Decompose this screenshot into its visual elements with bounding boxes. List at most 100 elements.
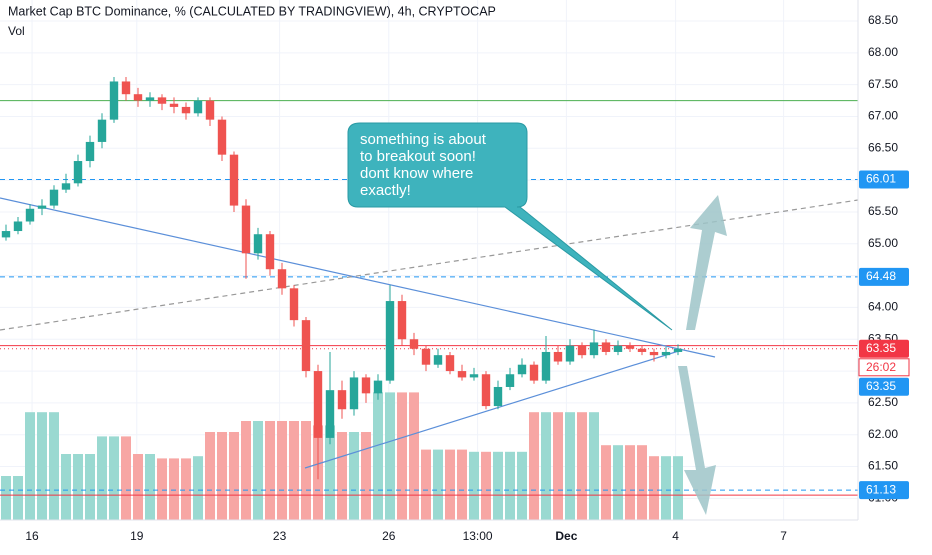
candle-body	[289, 288, 299, 321]
candle-body	[133, 94, 143, 101]
price-badge-label: 61.13	[866, 482, 896, 496]
candle-body	[157, 97, 167, 104]
candle-body	[37, 205, 47, 209]
volume-bar	[277, 421, 287, 520]
candle-body	[625, 345, 635, 349]
candle-body	[313, 371, 323, 438]
x-tick-label: 23	[273, 529, 287, 543]
volume-bar	[181, 458, 191, 520]
candle-body	[673, 348, 683, 352]
volume-bar	[25, 412, 35, 520]
candle-body	[1, 231, 11, 238]
x-tick-label: Dec	[555, 529, 577, 543]
volume-bar	[97, 436, 107, 520]
candle-body	[85, 141, 95, 162]
axes: 61.0061.5062.0062.5063.0063.5064.0064.50…	[25, 13, 910, 543]
candle-body	[241, 205, 251, 254]
volume-bar	[385, 392, 395, 520]
volume-bar	[325, 425, 335, 520]
price-badge-label: 66.01	[866, 172, 896, 186]
candle-body	[217, 119, 227, 155]
candle-body	[409, 339, 419, 349]
candle-body	[277, 269, 287, 289]
candle-body	[457, 371, 467, 378]
volume-label: Vol	[8, 24, 25, 38]
price-badge	[859, 339, 909, 358]
volume-bar	[493, 451, 503, 520]
volume-bar	[481, 451, 491, 520]
y-tick-label: 62.00	[868, 427, 898, 441]
volume-bar	[145, 454, 155, 520]
candle-body	[493, 386, 503, 407]
candle-body	[385, 301, 395, 381]
candle-body	[529, 364, 539, 381]
candle-body	[481, 374, 491, 407]
volume-bar	[469, 451, 479, 520]
candle-body	[181, 106, 191, 114]
volume-bar	[169, 458, 179, 520]
volume-bar	[289, 421, 299, 520]
candle-body	[517, 364, 527, 375]
volume-bar	[193, 456, 203, 520]
volume-bar	[241, 421, 251, 520]
volume-bar	[553, 412, 563, 520]
annotation-line: something is about	[360, 131, 487, 148]
candle-body	[577, 345, 587, 356]
chart-title: Market Cap BTC Dominance, % (CALCULATED …	[8, 4, 496, 18]
candle-body	[601, 342, 611, 352]
candle-body	[373, 380, 383, 394]
volume-bar	[37, 412, 47, 520]
candle-body	[349, 377, 359, 410]
candle-body	[541, 351, 551, 381]
candle-body	[25, 208, 35, 222]
arrow-down	[678, 366, 716, 515]
volume-bar	[229, 432, 239, 520]
candle-body	[13, 221, 23, 232]
candle-body	[49, 189, 59, 206]
candle-body	[565, 345, 575, 362]
candle-body	[193, 100, 203, 114]
x-tick-label: 26	[382, 529, 396, 543]
trendline-upper	[0, 197, 716, 358]
candle-body	[421, 348, 431, 365]
candle-body	[553, 351, 563, 362]
volume-bar	[421, 449, 431, 520]
last-price-label: 63.35	[866, 379, 896, 393]
x-tick-label: 16	[25, 529, 39, 543]
candle-body	[205, 100, 215, 120]
volume-bar	[517, 451, 527, 520]
x-tick-label: 7	[780, 529, 787, 543]
volume-bar	[625, 445, 635, 520]
candle-body	[73, 161, 83, 184]
volume-bar	[577, 412, 587, 520]
annotation-line: exactly!	[360, 182, 411, 199]
candle-body	[229, 154, 239, 206]
volume-bar	[49, 412, 59, 520]
volume-bar	[649, 456, 659, 520]
callout	[347, 122, 673, 331]
x-tick-label: 13:00	[463, 529, 493, 543]
price-badge	[859, 267, 909, 286]
volume-bar	[409, 392, 419, 520]
price-badge	[859, 170, 909, 189]
candle-body	[361, 377, 371, 394]
price-badge	[859, 481, 909, 500]
y-tick-label: 67.50	[868, 77, 898, 91]
volume-bar	[205, 432, 215, 520]
candle-body	[661, 351, 671, 356]
candle-body	[469, 374, 479, 378]
volume-bar	[661, 456, 671, 520]
candle-body	[61, 183, 71, 190]
volume-bar	[361, 432, 371, 520]
volume-bar	[121, 436, 131, 520]
volume-bar	[589, 412, 599, 520]
candle-body	[589, 342, 599, 356]
volume-bar	[373, 392, 383, 520]
x-tick-label: 4	[672, 529, 679, 543]
price-badge-label: 64.48	[866, 269, 896, 283]
volume-bar	[73, 454, 83, 520]
y-tick-label: 61.50	[868, 459, 898, 473]
candles	[1, 77, 683, 480]
volume-bar	[457, 449, 467, 520]
